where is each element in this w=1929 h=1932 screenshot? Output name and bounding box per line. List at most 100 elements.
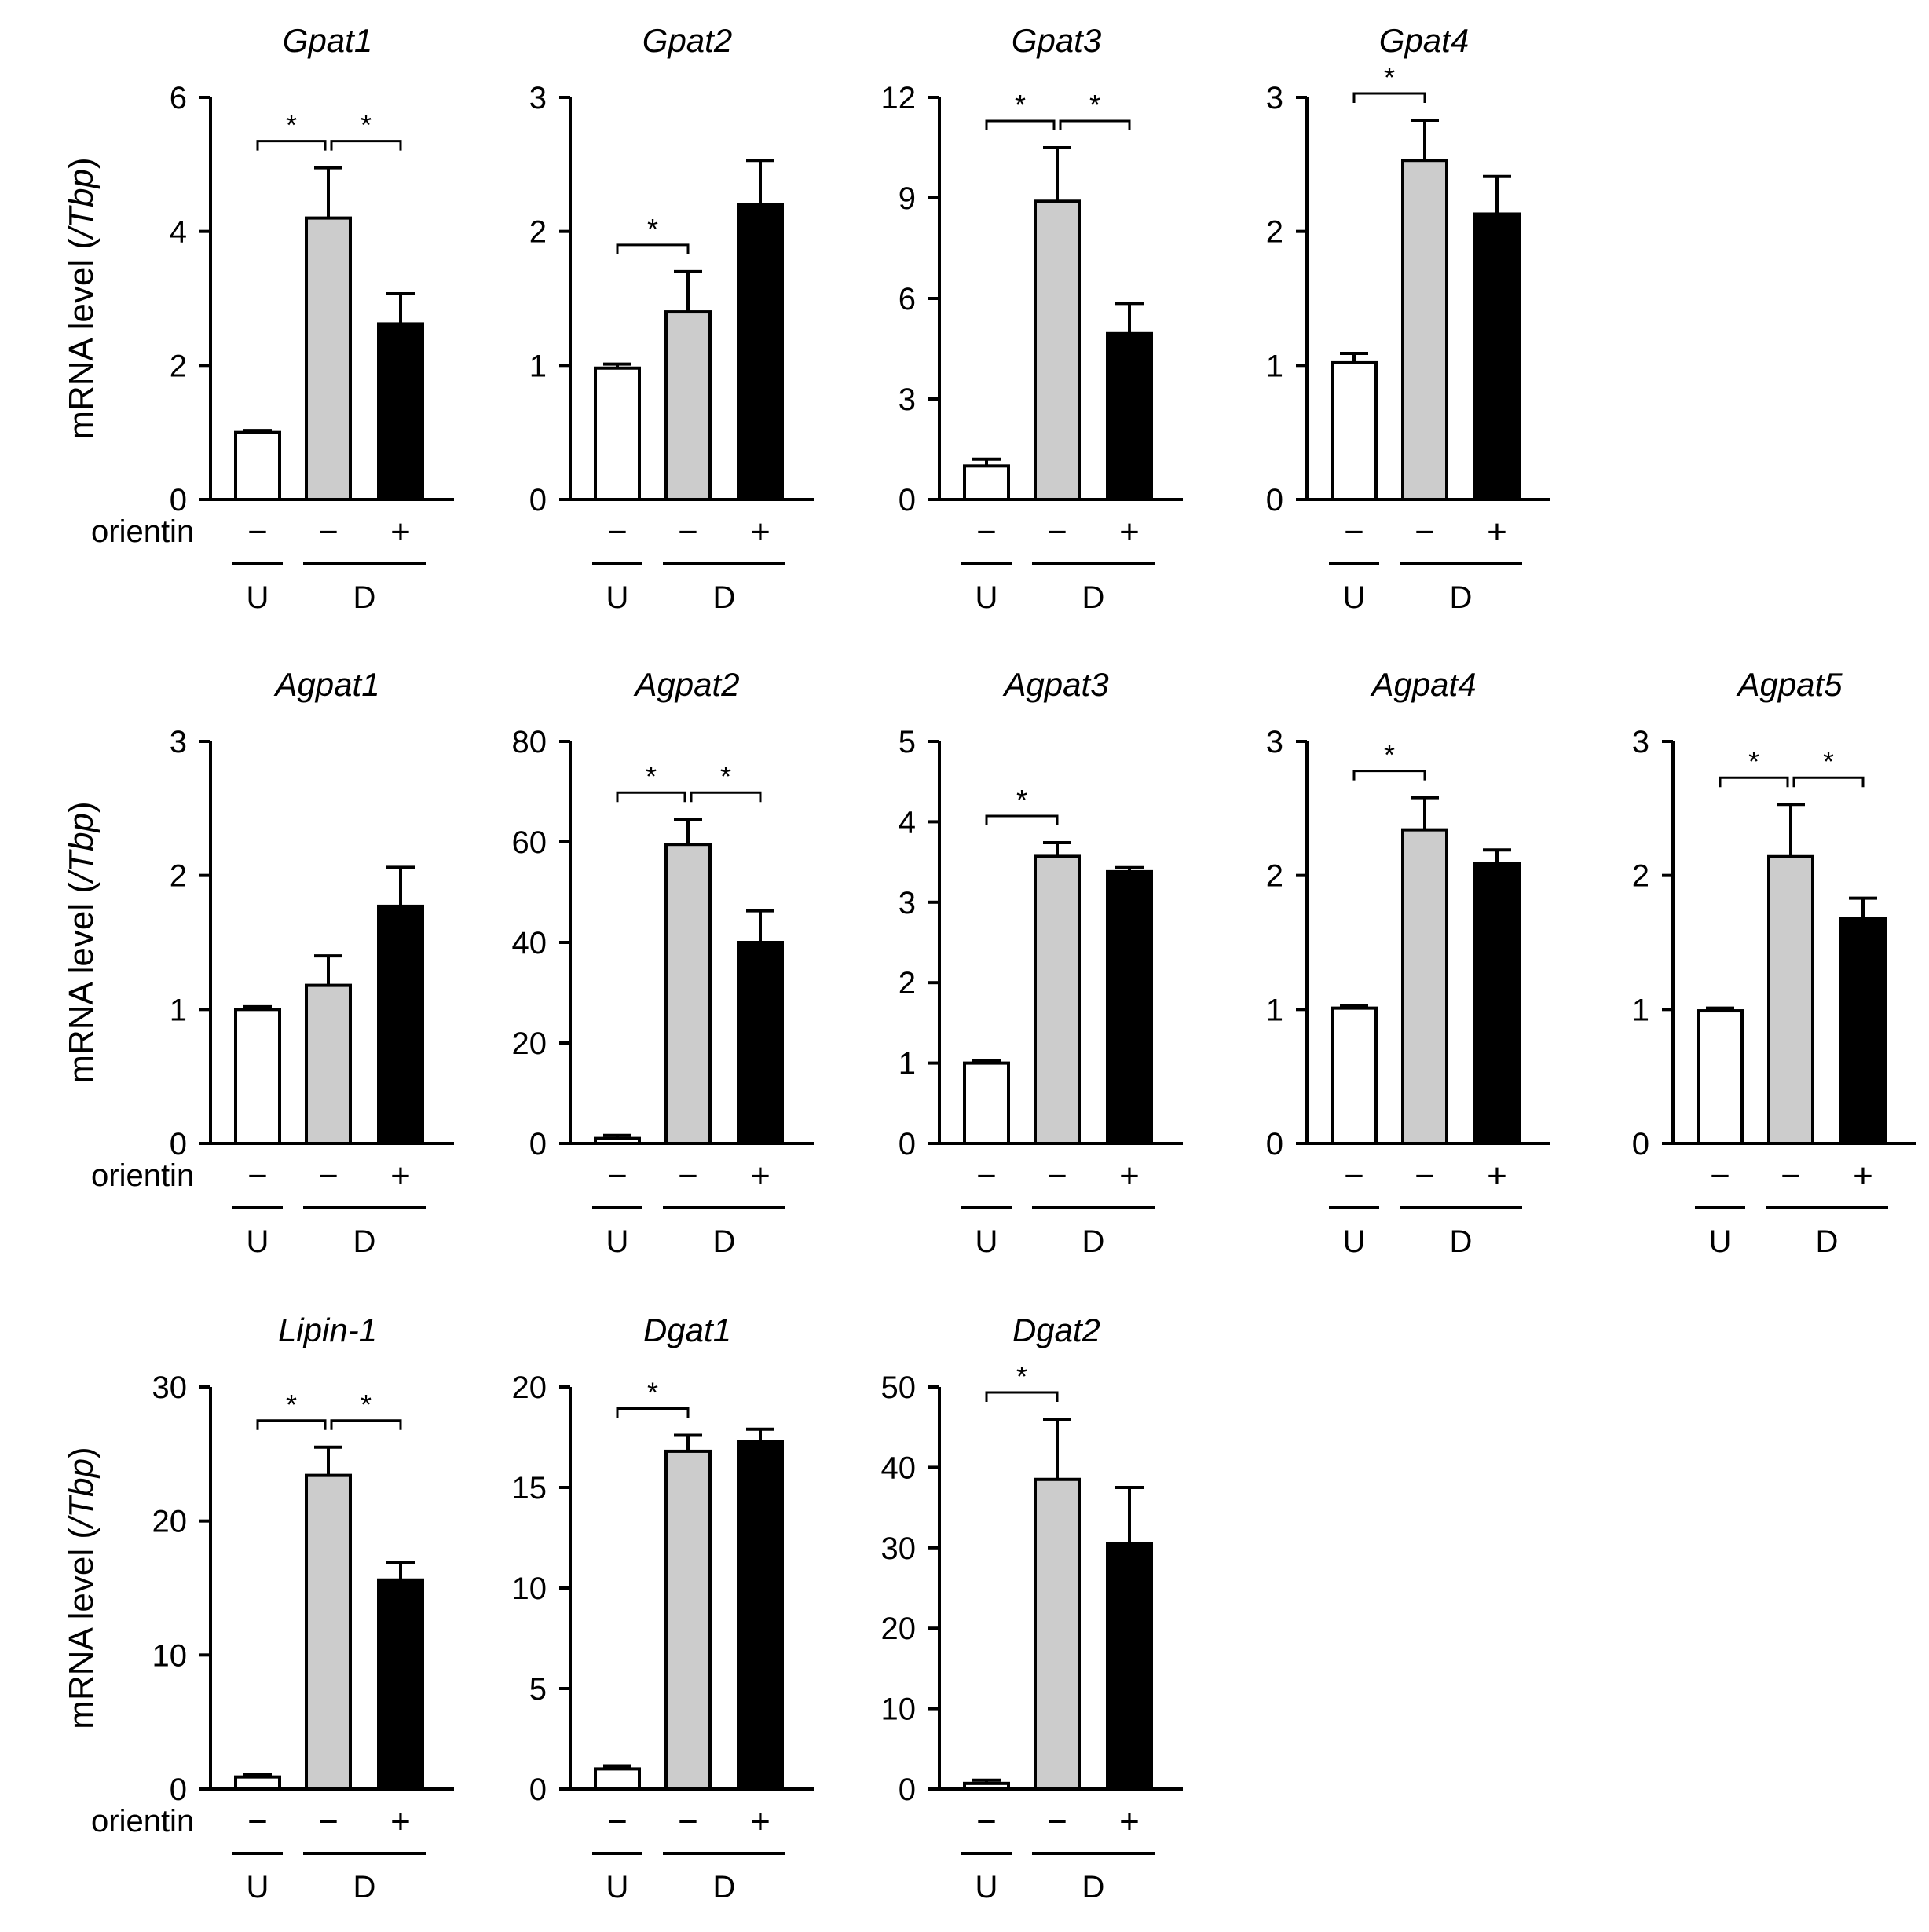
treatment-sign: − bbox=[247, 1157, 268, 1195]
error-bar bbox=[603, 362, 631, 368]
group-label-d: D bbox=[353, 1870, 376, 1905]
y-tick-label: 1 bbox=[1266, 349, 1283, 383]
treatment-sign: − bbox=[976, 1802, 997, 1841]
group-label-u: U bbox=[975, 1224, 998, 1259]
error-bar bbox=[386, 865, 415, 906]
treatment-sign: − bbox=[247, 513, 268, 551]
panel-agpat2: Agpat2 0 20 40 60 80 * * − − + U D bbox=[512, 666, 814, 1259]
bar-orientin bbox=[1473, 212, 1521, 501]
treatment-sign: − bbox=[1344, 513, 1364, 551]
bar-differentiated bbox=[1034, 199, 1081, 501]
y-tick-label: 0 bbox=[899, 1127, 916, 1162]
y-tick-label: 0 bbox=[899, 483, 916, 518]
y-tick-label: 0 bbox=[170, 1773, 187, 1807]
panel-title: Gpat2 bbox=[642, 22, 732, 59]
group-label-u: U bbox=[975, 580, 998, 615]
error-bar bbox=[243, 1773, 272, 1777]
y-tick-label: 1 bbox=[1632, 993, 1649, 1027]
y-tick-label: 40 bbox=[881, 1451, 917, 1485]
panel-title: Dgat2 bbox=[1012, 1312, 1100, 1348]
group-label-u: U bbox=[247, 1870, 269, 1905]
treatment-sign: + bbox=[390, 1157, 411, 1195]
y-tick-label: 0 bbox=[529, 1127, 547, 1162]
group-label-u: U bbox=[1343, 580, 1366, 615]
y-tick-label: 6 bbox=[899, 282, 916, 317]
y-tick-label: 2 bbox=[529, 215, 547, 250]
treatment-sign: − bbox=[318, 513, 339, 551]
panel-title: Agpat5 bbox=[1735, 666, 1843, 703]
panel-title: Gpat1 bbox=[283, 22, 372, 59]
significance-star: * bbox=[1748, 745, 1759, 778]
y-tick-label: 10 bbox=[152, 1638, 188, 1673]
error-bar bbox=[1706, 1006, 1734, 1012]
bar-untreated bbox=[234, 430, 281, 502]
treatment-sign: − bbox=[1781, 1157, 1801, 1195]
bar-orientin bbox=[377, 1578, 424, 1791]
error-bar bbox=[1411, 796, 1439, 830]
group-label-d: D bbox=[1082, 580, 1105, 615]
group-label-d: D bbox=[1450, 580, 1473, 615]
bar-differentiated bbox=[1401, 828, 1448, 1145]
bar-orientin bbox=[1106, 869, 1153, 1145]
bar-untreated bbox=[594, 1767, 641, 1791]
significance-star: * bbox=[361, 109, 372, 141]
significance-star: * bbox=[646, 760, 657, 792]
significance-star: * bbox=[1016, 784, 1027, 816]
panel-agpat5: Agpat5 0 1 2 3 * * − − + U D bbox=[1632, 666, 1916, 1259]
y-tick-label: 2 bbox=[899, 966, 916, 1001]
significance-star: * bbox=[1089, 89, 1100, 121]
treatment-sign: − bbox=[607, 1157, 628, 1195]
y-tick-label: 50 bbox=[881, 1370, 917, 1405]
error-bar bbox=[972, 457, 1001, 467]
group-label-d: D bbox=[353, 580, 376, 615]
group-label-d: D bbox=[1082, 1224, 1105, 1259]
treatment-sign: + bbox=[390, 1802, 411, 1841]
y-tick-label: 60 bbox=[512, 825, 547, 860]
bar-differentiated bbox=[1767, 854, 1814, 1145]
bar-orientin bbox=[737, 941, 784, 1145]
bar-orientin bbox=[377, 904, 424, 1146]
treatment-sign: − bbox=[1415, 513, 1435, 551]
significance-bracket: * bbox=[690, 760, 762, 803]
y-tick-label: 0 bbox=[899, 1773, 916, 1807]
panel-title: Agpat4 bbox=[1369, 666, 1476, 703]
error-bar bbox=[1115, 1486, 1144, 1544]
bar-differentiated bbox=[664, 843, 712, 1145]
error-bar bbox=[314, 954, 342, 986]
significance-star: * bbox=[1384, 61, 1395, 93]
significance-star: * bbox=[720, 760, 731, 792]
significance-star: * bbox=[1384, 739, 1395, 771]
treatment-sign: − bbox=[678, 1157, 698, 1195]
bar-differentiated bbox=[305, 1473, 352, 1791]
panel-title: Agpat2 bbox=[632, 666, 739, 703]
treatment-sign: + bbox=[1119, 1157, 1140, 1195]
error-bar bbox=[1340, 351, 1368, 363]
significance-bracket: * bbox=[985, 784, 1059, 826]
group-label-d: D bbox=[1082, 1870, 1105, 1905]
group-label-d: D bbox=[713, 580, 736, 615]
y-tick-label: 6 bbox=[170, 81, 187, 115]
error-bar bbox=[674, 818, 702, 845]
bar-untreated bbox=[1697, 1009, 1744, 1146]
treatment-sign: + bbox=[750, 1157, 771, 1195]
bar-untreated bbox=[963, 464, 1010, 501]
y-tick-label: 4 bbox=[170, 215, 187, 250]
y-tick-label: 3 bbox=[899, 382, 916, 417]
group-label-d: D bbox=[713, 1870, 736, 1905]
bar-differentiated bbox=[664, 310, 712, 502]
y-tick-label: 1 bbox=[529, 349, 547, 383]
treatment-sign: − bbox=[318, 1802, 339, 1841]
treatment-sign: − bbox=[678, 1802, 698, 1841]
error-bar bbox=[243, 429, 272, 433]
y-tick-label: 2 bbox=[170, 859, 187, 894]
bar-orientin bbox=[377, 322, 424, 501]
y-tick-label: 1 bbox=[170, 993, 187, 1027]
error-bar bbox=[1340, 1004, 1368, 1008]
error-bar bbox=[746, 159, 774, 205]
bar-untreated bbox=[234, 1775, 281, 1791]
y-tick-label: 9 bbox=[899, 181, 916, 216]
y-tick-label: 0 bbox=[529, 483, 547, 518]
panel-gpat3: Gpat3 0 3 6 9 12 * * − − + U D bbox=[881, 22, 1183, 615]
treatment-sign: − bbox=[1047, 513, 1067, 551]
